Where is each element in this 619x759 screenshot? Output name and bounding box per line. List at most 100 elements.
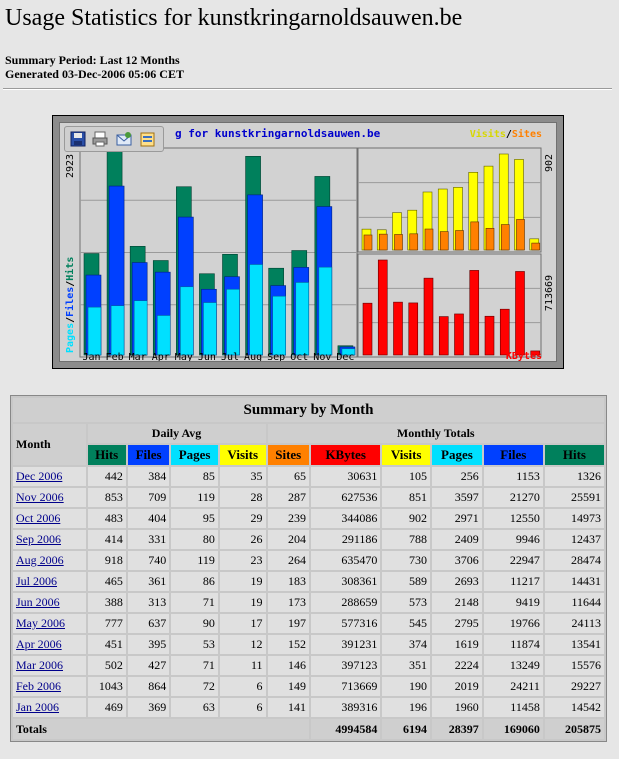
month-link[interactable]: Nov 2006	[16, 490, 64, 504]
image-toolbar	[64, 126, 164, 152]
cell-d-hits: 918	[87, 551, 126, 570]
pages-bar	[272, 295, 286, 356]
month-link[interactable]: Feb 2006	[16, 679, 61, 693]
cell-sites: 197	[267, 614, 309, 633]
month-link[interactable]: Jun 2006	[16, 595, 60, 609]
month-link[interactable]: Oct 2006	[16, 511, 61, 525]
print-icon[interactable]	[91, 130, 109, 148]
cell-d-hits: 502	[87, 656, 126, 675]
cell-d-visits: 29	[219, 509, 266, 528]
pages-bar	[87, 306, 102, 356]
cell-visits: 902	[382, 509, 431, 528]
table-row: Dec 2006 442 384 85 35 65 30631 105 256 1153 1326	[13, 467, 604, 486]
month-tick-label: May	[175, 352, 193, 361]
cell-d-visits: 35	[219, 467, 266, 486]
kbytes-legend: KBytes	[506, 351, 542, 361]
cell-visits: 851	[382, 488, 431, 507]
cell-sites: 239	[267, 509, 309, 528]
cell-d-pages: 95	[171, 509, 218, 528]
cell-sites: 264	[267, 551, 309, 570]
month-cell: Apr 2006	[13, 635, 86, 654]
month-tick-label: Nov	[313, 352, 331, 361]
month-link[interactable]: Jan 2006	[16, 700, 59, 714]
generated-date: Generated 03-Dec-2006 05:06 CET	[5, 67, 184, 81]
cell-hits: 1326	[544, 467, 604, 486]
kbytes-bar	[515, 271, 525, 356]
legend-entry: /	[506, 129, 512, 140]
right-top-axis-max: 902	[544, 154, 555, 172]
cell-d-files: 369	[127, 698, 170, 717]
cell-d-visits: 28	[219, 488, 266, 507]
cell-d-files: 427	[127, 656, 170, 675]
col-daily-visits: Visits	[219, 445, 266, 465]
cell-pages: 2019	[432, 677, 482, 696]
cell-d-hits: 1043	[87, 677, 126, 696]
cell-files: 11458	[483, 698, 543, 717]
month-cell: Dec 2006	[13, 467, 86, 486]
pages-bar	[133, 300, 148, 356]
email-icon[interactable]	[115, 130, 133, 148]
month-link[interactable]: Sep 2006	[16, 532, 61, 546]
table-row: Oct 2006 483 404 95 29 239 344086 902 2971 12550 1…	[13, 509, 604, 528]
col-sites: Sites	[267, 445, 309, 465]
pages-bar	[110, 305, 125, 356]
month-link[interactable]: Jul 2006	[16, 574, 58, 588]
left-axis-max: 2923	[65, 154, 76, 178]
sites-bar	[516, 219, 525, 251]
col-visits: Visits	[382, 445, 431, 465]
pages-bar	[341, 348, 356, 356]
pages-bar	[156, 315, 171, 356]
sites-bar	[394, 234, 403, 251]
month-cell: Jul 2006	[13, 572, 86, 591]
cell-d-visits: 11	[219, 656, 266, 675]
month-link[interactable]: May 2006	[16, 616, 65, 630]
cell-d-files: 384	[127, 467, 170, 486]
month-cell: Oct 2006	[13, 509, 86, 528]
cell-files: 9419	[483, 593, 543, 612]
cell-hits: 13541	[544, 635, 604, 654]
cell-d-files: 864	[127, 677, 170, 696]
sites-bar	[455, 230, 464, 251]
cell-sites: 173	[267, 593, 309, 612]
cell-hits: 14542	[544, 698, 604, 717]
cell-d-files: 331	[127, 530, 170, 549]
month-link[interactable]: Aug 2006	[16, 553, 64, 567]
cell-kbytes: 397123	[310, 656, 381, 675]
cell-visits: 190	[382, 677, 431, 696]
edit-icon[interactable]	[139, 130, 157, 148]
month-tick-label: Oct	[290, 352, 308, 361]
cell-d-visits: 6	[219, 677, 266, 696]
month-tick-label: Sep	[267, 352, 285, 361]
cell-d-files: 395	[127, 635, 170, 654]
month-cell: Jan 2006	[13, 698, 86, 717]
cell-kbytes: 308361	[310, 572, 381, 591]
pages-bar	[180, 286, 194, 356]
cell-files: 13249	[483, 656, 543, 675]
total-pages: 28397	[432, 719, 482, 739]
cell-files: 24211	[483, 677, 543, 696]
legend-entry: Hits	[64, 257, 76, 281]
cell-d-pages: 119	[171, 488, 218, 507]
month-tick-label: Jan	[82, 352, 100, 361]
month-link[interactable]: Mar 2006	[16, 658, 63, 672]
cell-pages: 2148	[432, 593, 482, 612]
cell-kbytes: 389316	[310, 698, 381, 717]
cell-sites: 152	[267, 635, 309, 654]
kbytes-bar	[454, 313, 464, 356]
cell-d-files: 313	[127, 593, 170, 612]
legend-entry: Files	[64, 287, 76, 317]
sites-bar	[363, 234, 373, 251]
cell-pages: 2409	[432, 530, 482, 549]
chart-panel: Jan Feb Mar Apr May Jun Jul Aug Sep Oct Nov Dec g fo…	[59, 122, 557, 362]
cell-d-hits: 451	[87, 635, 126, 654]
cell-d-hits: 465	[87, 572, 126, 591]
cell-hits: 11644	[544, 593, 604, 612]
save-icon[interactable]	[69, 130, 87, 148]
month-cell: Jun 2006	[13, 593, 86, 612]
cell-files: 9946	[483, 530, 543, 549]
cell-files: 22947	[483, 551, 543, 570]
month-link[interactable]: Dec 2006	[16, 469, 63, 483]
table-body: Dec 2006 442 384 85 35 65 30631 105 256 1153 1326 N…	[13, 467, 604, 717]
cell-kbytes: 30631	[310, 467, 381, 486]
month-link[interactable]: Apr 2006	[16, 637, 62, 651]
